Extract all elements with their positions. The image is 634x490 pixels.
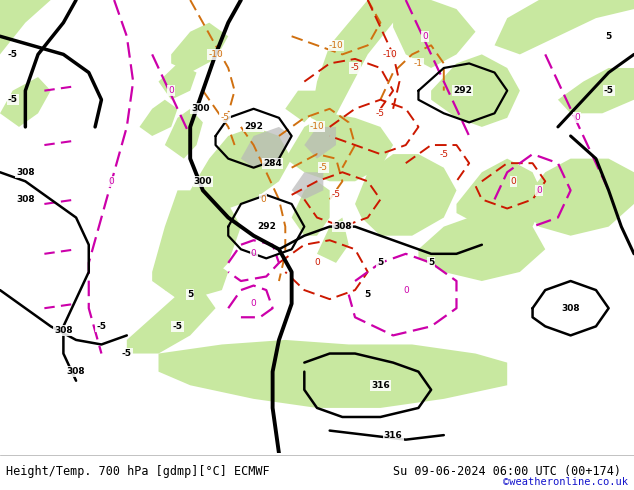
- Text: 5: 5: [365, 290, 371, 299]
- Text: 0: 0: [536, 186, 542, 195]
- Polygon shape: [171, 23, 228, 73]
- Text: -5: -5: [172, 322, 183, 331]
- Polygon shape: [285, 91, 317, 122]
- Polygon shape: [558, 68, 634, 113]
- Polygon shape: [292, 172, 323, 199]
- Text: 308: 308: [561, 304, 580, 313]
- Polygon shape: [285, 113, 393, 181]
- Text: 0: 0: [250, 249, 257, 258]
- Text: -5: -5: [319, 163, 328, 172]
- Text: 0: 0: [574, 113, 580, 122]
- Polygon shape: [431, 54, 520, 127]
- Text: 300: 300: [193, 177, 212, 186]
- Text: 0: 0: [260, 195, 266, 204]
- Text: -10: -10: [208, 50, 223, 59]
- Polygon shape: [304, 127, 336, 159]
- Text: -10: -10: [328, 41, 344, 50]
- Text: -5: -5: [122, 349, 132, 358]
- Polygon shape: [158, 64, 197, 99]
- Polygon shape: [139, 99, 178, 136]
- Text: 308: 308: [54, 326, 73, 335]
- Polygon shape: [393, 0, 476, 68]
- Polygon shape: [0, 77, 51, 127]
- Text: -10: -10: [382, 50, 398, 59]
- Polygon shape: [520, 159, 634, 236]
- Text: 5: 5: [605, 32, 612, 41]
- Text: -5: -5: [96, 322, 107, 331]
- Text: 292: 292: [244, 122, 263, 131]
- Text: 316: 316: [371, 381, 390, 390]
- Text: 0: 0: [168, 86, 174, 95]
- Text: 292: 292: [453, 86, 472, 95]
- Text: 5: 5: [377, 258, 384, 268]
- Polygon shape: [165, 263, 228, 299]
- Polygon shape: [495, 0, 634, 54]
- Text: Su 09-06-2024 06:00 UTC (00+174): Su 09-06-2024 06:00 UTC (00+174): [393, 465, 621, 478]
- Polygon shape: [241, 127, 292, 168]
- Polygon shape: [418, 218, 545, 281]
- Text: 5: 5: [187, 290, 193, 299]
- Text: -5: -5: [221, 113, 230, 122]
- Text: 308: 308: [333, 222, 352, 231]
- Text: -5: -5: [332, 191, 340, 199]
- Text: 0: 0: [510, 177, 517, 186]
- Polygon shape: [292, 181, 330, 236]
- Text: Height/Temp. 700 hPa [gdmp][°C] ECMWF: Height/Temp. 700 hPa [gdmp][°C] ECMWF: [6, 465, 270, 478]
- Text: -5: -5: [8, 50, 18, 59]
- Text: -5: -5: [376, 109, 385, 118]
- Polygon shape: [127, 290, 216, 354]
- Text: 284: 284: [263, 159, 282, 168]
- Polygon shape: [190, 127, 292, 209]
- Text: 0: 0: [250, 299, 257, 308]
- Text: -5: -5: [8, 95, 18, 104]
- Polygon shape: [355, 154, 456, 236]
- Text: -1: -1: [414, 59, 423, 68]
- Text: 0: 0: [403, 286, 409, 294]
- Text: 308: 308: [16, 168, 35, 177]
- Polygon shape: [152, 191, 241, 299]
- Text: 300: 300: [191, 104, 210, 113]
- Text: -5: -5: [439, 149, 448, 159]
- Text: ©weatheronline.co.uk: ©weatheronline.co.uk: [503, 477, 628, 487]
- Text: 308: 308: [16, 195, 35, 204]
- Text: 0: 0: [314, 258, 320, 268]
- Text: -10: -10: [309, 122, 325, 131]
- Text: 5: 5: [428, 258, 434, 268]
- Polygon shape: [311, 0, 412, 127]
- Text: 0: 0: [108, 177, 114, 186]
- Polygon shape: [456, 159, 545, 236]
- Text: 316: 316: [384, 431, 403, 440]
- Text: 292: 292: [257, 222, 276, 231]
- Polygon shape: [165, 109, 203, 159]
- Polygon shape: [0, 0, 51, 54]
- Polygon shape: [317, 218, 349, 263]
- Text: 0: 0: [422, 32, 428, 41]
- Polygon shape: [158, 340, 507, 408]
- Text: -5: -5: [604, 86, 614, 95]
- Text: 308: 308: [67, 367, 86, 376]
- Text: -5: -5: [351, 64, 359, 73]
